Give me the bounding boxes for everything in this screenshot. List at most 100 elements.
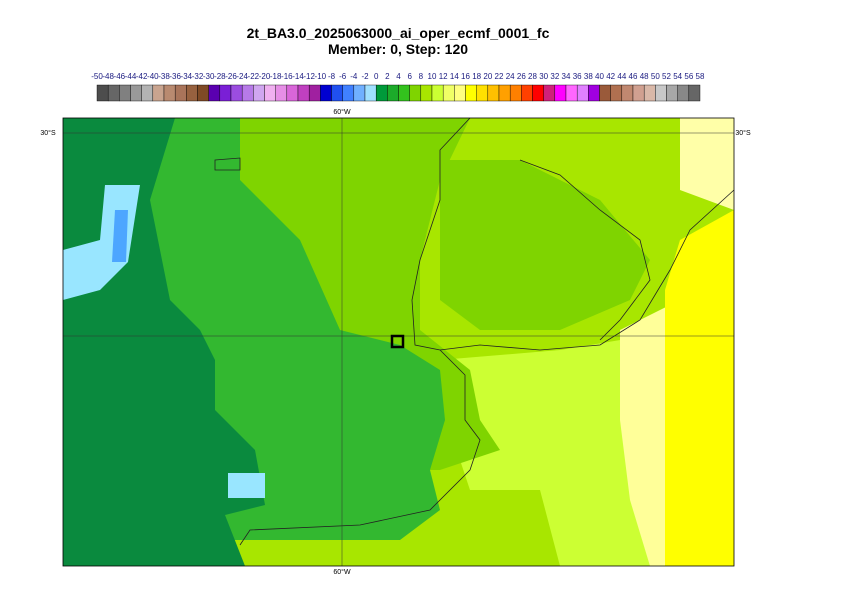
colorbar-box bbox=[498, 84, 511, 102]
field bbox=[680, 118, 734, 210]
colorbar-box bbox=[588, 84, 600, 102]
lat-label: 30°S bbox=[735, 129, 751, 137]
colorbar-label: -34 bbox=[181, 72, 193, 81]
colorbar-label: 28 bbox=[528, 72, 537, 81]
colorbar-label: 54 bbox=[673, 72, 682, 81]
colorbar-label: -22 bbox=[248, 72, 260, 81]
colorbar-label: 38 bbox=[584, 72, 593, 81]
colorbar: -50 -48 -46 -44 -42 -40 -38 -36 -34 -32 -30 -28 -26-… bbox=[91, 72, 705, 102]
colorbar-box bbox=[431, 84, 444, 102]
colorbar-label: -4 bbox=[350, 72, 358, 81]
colorbar-box bbox=[286, 84, 299, 102]
map-frame bbox=[62, 117, 735, 567]
colorbar-label: 34 bbox=[562, 72, 571, 81]
colorbar-label: 26 bbox=[517, 72, 526, 81]
field bbox=[440, 160, 650, 330]
lon-label: 60°W bbox=[333, 568, 351, 576]
colorbar-label: 42 bbox=[606, 72, 615, 81]
colorbar-label: 8 bbox=[419, 72, 424, 81]
colorbar-box bbox=[230, 84, 243, 102]
colorbar-box bbox=[331, 84, 343, 102]
colorbar-label: -2 bbox=[361, 72, 369, 81]
colorbar-box bbox=[152, 84, 165, 102]
colorbar-label: 58 bbox=[696, 72, 705, 81]
colorbar-label: 12 bbox=[439, 72, 448, 81]
colorbar-label: 16 bbox=[461, 72, 470, 81]
colorbar-label: 40 bbox=[595, 72, 604, 81]
colorbar-box bbox=[119, 84, 131, 102]
colorbar-box bbox=[241, 84, 254, 102]
colorbar-box bbox=[364, 84, 377, 102]
field bbox=[228, 473, 265, 498]
colorbar-box bbox=[107, 84, 120, 102]
colorbar-label: -42 bbox=[136, 72, 148, 81]
colorbar-label: -38 bbox=[158, 72, 170, 81]
field bbox=[112, 210, 128, 262]
colorbar-label: -24 bbox=[236, 72, 248, 81]
colorbar-box bbox=[442, 84, 455, 102]
colorbar-box bbox=[141, 84, 154, 102]
colorbar-label: -8 bbox=[328, 72, 336, 81]
colorbar-box bbox=[632, 84, 645, 102]
colorbar-box bbox=[375, 84, 388, 102]
colorbar-label: 20 bbox=[483, 72, 492, 81]
colorbar-label: -44 bbox=[125, 72, 137, 81]
title: 2t_BA3.0_2025063000_ai_oper_ecmf_0001_fc bbox=[247, 25, 550, 41]
colorbar-box bbox=[353, 84, 366, 102]
colorbar-label: 18 bbox=[472, 72, 481, 81]
colorbar-label: -40 bbox=[147, 72, 159, 81]
colorbar-box bbox=[621, 84, 634, 102]
colorbar-box bbox=[509, 84, 522, 102]
colorbar-box bbox=[275, 84, 288, 102]
colorbar-box bbox=[487, 84, 500, 102]
colorbar-box bbox=[186, 84, 198, 102]
colorbar-label: -16 bbox=[281, 72, 293, 81]
colorbar-label: 36 bbox=[573, 72, 582, 81]
colorbar-label: 48 bbox=[640, 72, 649, 81]
colorbar-label: 14 bbox=[450, 72, 459, 81]
colorbar-box bbox=[342, 84, 355, 102]
colorbar-label: -28 bbox=[214, 72, 226, 81]
colorbar-label: 46 bbox=[629, 72, 638, 81]
colorbar-label: 22 bbox=[495, 72, 504, 81]
map: 60°W 60°W 30°S 30°S bbox=[40, 108, 751, 576]
colorbar-box bbox=[420, 84, 433, 102]
colorbar-label: 24 bbox=[506, 72, 515, 81]
colorbar-box bbox=[208, 84, 221, 102]
colorbar-box bbox=[543, 84, 556, 102]
coastline bbox=[214, 118, 734, 546]
colorbar-label: 44 bbox=[617, 72, 626, 81]
colorbar-label: 0 bbox=[374, 72, 379, 81]
colorbar-box bbox=[219, 84, 232, 102]
colorbar-box bbox=[320, 84, 332, 102]
field bbox=[665, 210, 734, 566]
colorbar-label: -32 bbox=[192, 72, 204, 81]
colorbar-box bbox=[521, 84, 533, 102]
lon-label: 60°W bbox=[333, 108, 351, 116]
colorbar-label: -46 bbox=[114, 72, 126, 81]
lat-label: 30°S bbox=[40, 129, 56, 137]
colorbar-label: 10 bbox=[428, 72, 437, 81]
colorbar-box bbox=[297, 84, 310, 102]
subtitle: Member: 0, Step: 120 bbox=[328, 41, 468, 57]
colorbar-box bbox=[174, 84, 187, 102]
colorbar-label: 52 bbox=[662, 72, 671, 81]
colorbar-label: 56 bbox=[684, 72, 693, 81]
colorbar-box bbox=[398, 84, 410, 102]
colorbar-label: 50 bbox=[651, 72, 660, 81]
colorbar-box bbox=[532, 84, 544, 102]
colorbar-box bbox=[666, 84, 678, 102]
colorbar-label: -26 bbox=[225, 72, 237, 81]
colorbar-box bbox=[96, 84, 109, 102]
colorbar-label: -18 bbox=[270, 72, 282, 81]
colorbar-box bbox=[599, 84, 611, 102]
colorbar-box bbox=[465, 84, 477, 102]
colorbar-box bbox=[308, 84, 321, 102]
colorbar-box bbox=[197, 84, 209, 102]
colorbar-label: -20 bbox=[259, 72, 271, 81]
colorbar-label: -50 bbox=[91, 72, 103, 81]
colorbar-box bbox=[409, 84, 422, 102]
colorbar-box bbox=[554, 84, 567, 102]
colorbar-box bbox=[130, 84, 142, 102]
